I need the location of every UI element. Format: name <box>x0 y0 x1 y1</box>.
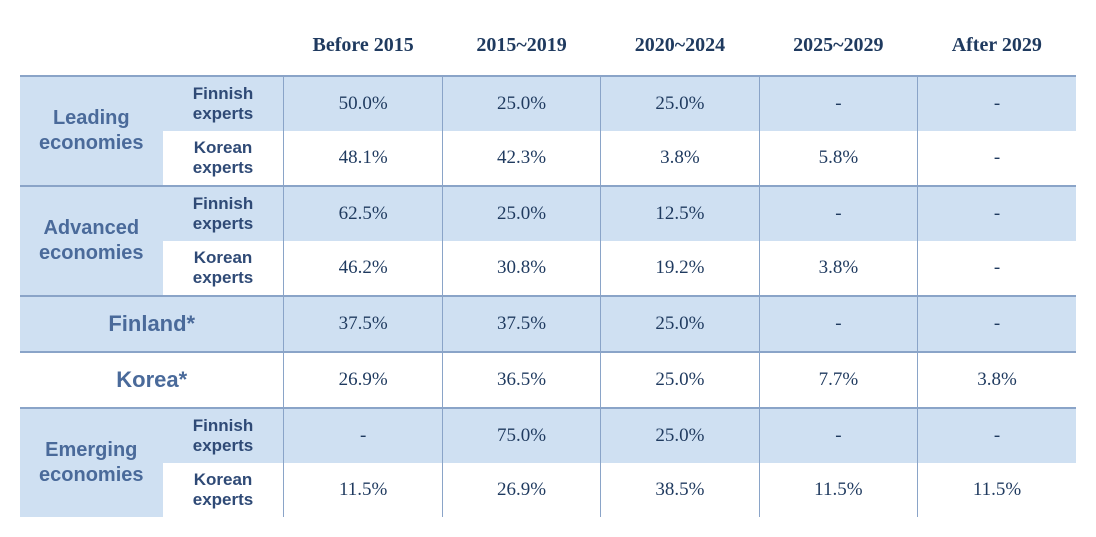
data-cell: 5.8% <box>759 131 917 186</box>
table-row: Advanced economies Finnish experts 62.5%… <box>20 186 1076 241</box>
row-single-label: Korea* <box>20 352 284 408</box>
column-header: 2020~2024 <box>601 20 759 76</box>
table-row: Emerging economies Finnish experts - 75.… <box>20 408 1076 463</box>
data-cell: 36.5% <box>442 352 600 408</box>
table-row: Korea* 26.9% 36.5% 25.0% 7.7% 3.8% <box>20 352 1076 408</box>
data-cell: 3.8% <box>918 352 1076 408</box>
data-cell: 26.9% <box>284 352 442 408</box>
row-sub-label: Korean experts <box>163 131 284 186</box>
data-cell: - <box>918 296 1076 352</box>
data-cell: 42.3% <box>442 131 600 186</box>
column-header: Before 2015 <box>284 20 442 76</box>
data-cell: 25.0% <box>601 408 759 463</box>
data-cell: 26.9% <box>442 463 600 517</box>
data-cell: 37.5% <box>442 296 600 352</box>
row-sub-label: Finnish experts <box>163 186 284 241</box>
data-cell: 12.5% <box>601 186 759 241</box>
row-group-label: Advanced economies <box>20 186 163 296</box>
table-row: Leading economies Finnish experts 50.0% … <box>20 76 1076 131</box>
data-cell: 11.5% <box>284 463 442 517</box>
data-cell: 37.5% <box>284 296 442 352</box>
data-cell: 7.7% <box>759 352 917 408</box>
data-cell: 62.5% <box>284 186 442 241</box>
data-cell: - <box>759 296 917 352</box>
data-cell: 19.2% <box>601 241 759 296</box>
data-cell: 25.0% <box>442 76 600 131</box>
data-cell: 38.5% <box>601 463 759 517</box>
column-header: 2015~2019 <box>442 20 600 76</box>
data-cell: 75.0% <box>442 408 600 463</box>
row-sub-label: Korean experts <box>163 463 284 517</box>
row-sub-label: Finnish experts <box>163 76 284 131</box>
data-cell: - <box>759 408 917 463</box>
data-cell: 3.8% <box>759 241 917 296</box>
row-single-label: Finland* <box>20 296 284 352</box>
header-blank <box>20 20 163 76</box>
row-sub-label: Finnish experts <box>163 408 284 463</box>
row-group-label: Emerging economies <box>20 408 163 517</box>
data-cell: 11.5% <box>918 463 1076 517</box>
table-row: Korean experts 11.5% 26.9% 38.5% 11.5% 1… <box>20 463 1076 517</box>
column-header: After 2029 <box>918 20 1076 76</box>
column-header-row: Before 2015 2015~2019 2020~2024 2025~202… <box>20 20 1076 76</box>
table-body: Leading economies Finnish experts 50.0% … <box>20 76 1076 517</box>
data-cell: 25.0% <box>601 76 759 131</box>
data-cell: - <box>918 408 1076 463</box>
row-group-label: Leading economies <box>20 76 163 186</box>
table-row: Korean experts 46.2% 30.8% 19.2% 3.8% - <box>20 241 1076 296</box>
data-cell: 3.8% <box>601 131 759 186</box>
data-cell: - <box>918 131 1076 186</box>
data-cell: 25.0% <box>442 186 600 241</box>
data-cell: 48.1% <box>284 131 442 186</box>
data-cell: 50.0% <box>284 76 442 131</box>
data-cell: 25.0% <box>601 352 759 408</box>
data-cell: - <box>759 186 917 241</box>
table-row: Korean experts 48.1% 42.3% 3.8% 5.8% - <box>20 131 1076 186</box>
header-blank <box>163 20 284 76</box>
row-sub-label: Korean experts <box>163 241 284 296</box>
data-cell: 46.2% <box>284 241 442 296</box>
data-cell: 30.8% <box>442 241 600 296</box>
data-cell: - <box>918 186 1076 241</box>
data-cell: 25.0% <box>601 296 759 352</box>
data-cell: - <box>918 76 1076 131</box>
data-cell: 11.5% <box>759 463 917 517</box>
data-cell: - <box>759 76 917 131</box>
column-header: 2025~2029 <box>759 20 917 76</box>
data-table: Before 2015 2015~2019 2020~2024 2025~202… <box>20 20 1076 517</box>
data-cell: - <box>284 408 442 463</box>
table-row: Finland* 37.5% 37.5% 25.0% - - <box>20 296 1076 352</box>
data-cell: - <box>918 241 1076 296</box>
